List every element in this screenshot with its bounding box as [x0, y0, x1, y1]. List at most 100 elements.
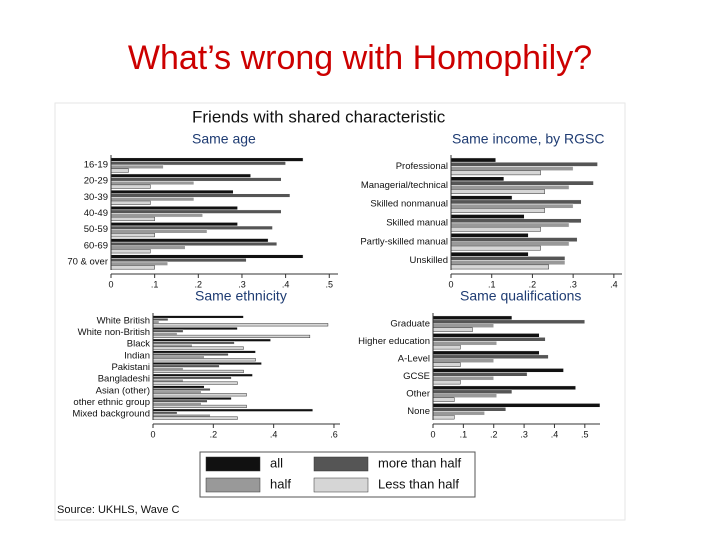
bar	[432, 362, 461, 367]
panel-title: Same income, by RGSC	[452, 131, 605, 147]
bar	[110, 209, 282, 214]
bar	[432, 414, 455, 420]
bar	[110, 241, 278, 247]
bar	[432, 372, 528, 377]
legend-label: Less than half	[378, 476, 459, 491]
figure-title: Friends with shared characteristic	[192, 107, 446, 126]
bar	[110, 197, 195, 202]
bar	[450, 157, 497, 163]
bar	[432, 368, 564, 373]
legend-label: more than half	[378, 455, 461, 470]
x-tick-label: .6	[330, 429, 338, 439]
bar	[152, 390, 202, 394]
bar	[152, 399, 208, 403]
category-label: 50-59	[84, 224, 108, 235]
bar	[110, 261, 168, 266]
category-label: Pakistani	[111, 362, 150, 373]
bar	[432, 397, 455, 402]
bar	[110, 258, 247, 263]
x-tick-label: .1	[151, 279, 159, 289]
category-label: Partly-skilled manual	[360, 236, 448, 247]
bar	[152, 369, 244, 373]
bar	[110, 229, 208, 234]
panel-title: Same qualifications	[460, 288, 581, 304]
category-label: other ethnic group	[73, 397, 150, 408]
category-label: Managerial/technical	[361, 180, 448, 191]
bar	[450, 214, 525, 219]
category-label: Indian	[124, 350, 150, 361]
bar	[450, 237, 578, 242]
bar	[152, 364, 220, 368]
bar	[450, 251, 529, 257]
panel-title: Same ethnicity	[195, 288, 287, 304]
bar	[152, 381, 238, 385]
bar	[432, 379, 461, 385]
bar	[110, 177, 282, 182]
bar	[432, 315, 513, 321]
bar	[110, 205, 238, 211]
x-tick-label: .4	[610, 279, 618, 289]
category-label: Graduate	[390, 318, 430, 329]
bar	[110, 222, 238, 227]
bar	[450, 161, 598, 167]
x-tick-label: .5	[326, 279, 334, 289]
category-label: White British	[97, 315, 150, 326]
category-label: Skilled manual	[386, 217, 448, 228]
x-tick-label: 0	[108, 279, 113, 289]
category-label: Mixed background	[72, 409, 150, 420]
bar	[432, 350, 540, 356]
bar	[110, 157, 304, 162]
bar	[152, 332, 178, 336]
bar	[432, 385, 576, 391]
bar	[432, 376, 494, 381]
bar	[450, 199, 582, 205]
category-label: Professional	[396, 161, 448, 172]
bar	[152, 338, 271, 342]
bar	[450, 245, 541, 251]
category-label: 40-49	[84, 208, 108, 219]
bar	[152, 413, 211, 418]
bar	[432, 393, 498, 398]
bar	[152, 378, 184, 383]
bar	[110, 180, 195, 186]
x-tick-label: .4	[282, 279, 290, 289]
bar	[152, 367, 184, 371]
category-label: 70 & over	[67, 256, 108, 267]
x-tick-label: 0	[448, 279, 453, 289]
bar	[432, 358, 494, 363]
bar	[432, 411, 485, 416]
bar	[110, 168, 129, 173]
bar	[432, 327, 473, 332]
bar	[152, 323, 329, 327]
bar	[152, 320, 160, 324]
x-tick-label: .5	[581, 429, 589, 439]
bar	[110, 216, 155, 222]
bar	[152, 355, 205, 359]
bar	[110, 173, 251, 178]
x-tick-label: 0	[150, 429, 155, 439]
panel-title: Same age	[192, 131, 256, 147]
bar	[110, 238, 269, 243]
bar	[450, 226, 541, 232]
bar	[152, 373, 253, 377]
bar	[152, 393, 247, 397]
bar	[152, 404, 247, 408]
bar	[432, 319, 586, 324]
bar	[110, 193, 291, 198]
bar	[450, 208, 545, 213]
bar	[432, 403, 601, 408]
category-label: Skilled nonmanual	[370, 199, 448, 210]
bar	[110, 245, 186, 250]
x-tick-label: .3	[520, 429, 528, 439]
bar	[152, 350, 256, 354]
bar	[450, 218, 582, 224]
x-tick-label: .1	[488, 279, 496, 289]
bar	[152, 327, 238, 331]
source: Source: UKHLS, Wave C	[57, 504, 180, 516]
bar	[152, 343, 193, 348]
x-tick-label: .4	[551, 429, 559, 439]
bar	[152, 411, 178, 415]
legend-swatch	[313, 477, 369, 493]
bar	[152, 346, 244, 350]
category-label: Unskilled	[409, 255, 448, 266]
